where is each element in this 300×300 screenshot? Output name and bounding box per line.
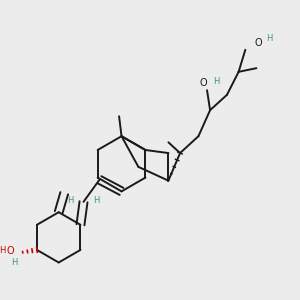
- Text: H: H: [266, 34, 272, 43]
- Text: H: H: [68, 196, 74, 205]
- Text: O: O: [199, 79, 207, 88]
- Text: H: H: [93, 196, 100, 205]
- Text: O: O: [254, 38, 262, 48]
- Text: H: H: [213, 76, 219, 85]
- Text: O: O: [7, 246, 14, 256]
- Text: H: H: [0, 246, 6, 255]
- Text: H: H: [11, 258, 17, 267]
